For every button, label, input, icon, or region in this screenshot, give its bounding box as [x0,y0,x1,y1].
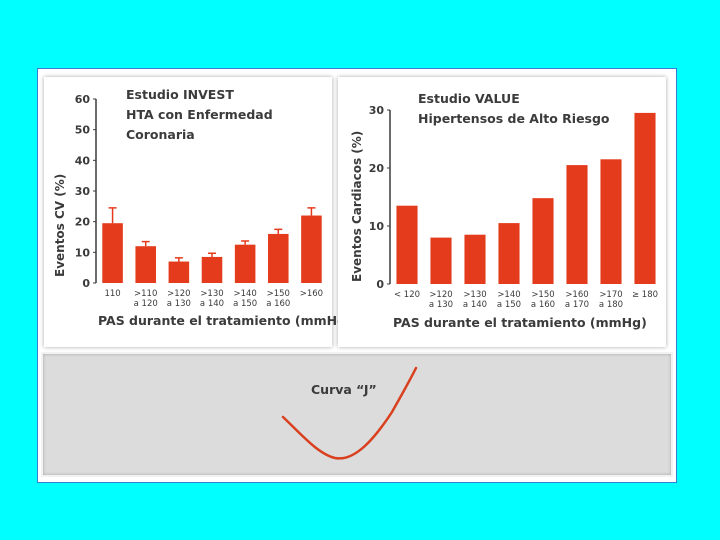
invest-y-tick-label: 0 [82,277,90,290]
value-category-label: >170 [599,290,622,300]
value-x-axis-label: PAS durante el tratamiento (mmHg) [393,315,647,330]
value-chart-title: Estudio VALUE Hipertensos de Alto Riesgo [418,89,610,129]
slide-frame: 0 10 20 30 40 50 60 110 >110 a 120 >120 a 130 >130 a … [37,68,677,483]
value-bar [634,112,656,285]
value-bar [600,159,622,284]
invest-y-tick-label: 10 [75,246,91,259]
value-bar [566,165,588,284]
invest-category-label: a 150 [233,299,257,309]
invest-y-tick-label: 60 [75,93,91,106]
j-curve-line [281,366,418,460]
curve-label: Curva “J” [311,382,377,397]
invest-category-label: a 140 [200,299,224,309]
invest-category-label: >150 [267,289,290,299]
value-category-label: a 170 [565,300,589,310]
value-category-label: >130 [463,290,486,300]
invest-chart-title: Estudio INVEST HTA con Enfermedad Corona… [126,85,332,145]
invest-bar [168,261,190,283]
invest-category-label: >130 [200,289,223,299]
value-y-tick-label: 10 [369,220,385,233]
invest-y-tick-label: 50 [75,124,91,137]
value-category-label: >140 [497,290,520,300]
value-category-label: < 120 [394,290,420,300]
value-bar [464,234,486,284]
value-title: Estudio VALUE [418,91,520,106]
value-category-label: a 180 [599,300,623,310]
value-category-label: >160 [565,290,588,300]
invest-category-label: 110 [104,289,120,299]
curve-panel: Curva “J” [41,352,673,477]
value-category-label: a 160 [531,300,555,310]
invest-y-tick-label: 40 [75,154,91,167]
invest-chart-panel: 0 10 20 30 40 50 60 110 >110 a 120 >120 a 130 >130 a … [44,77,352,347]
invest-bar [102,223,123,283]
invest-category-label: a 130 [167,299,191,309]
value-bar [532,198,554,284]
invest-category-label: >120 [167,289,190,299]
invest-x-axis-label: PAS durante el tratamiento (mmHg) [98,313,352,328]
value-y-axis-label: Eventos Cardiacos (%) [350,130,364,282]
value-category-label: ≥ 180 [632,290,658,300]
invest-bar [201,256,223,283]
invest-y-tick-label: 20 [75,216,91,229]
invest-category-label: >160 [300,289,323,299]
invest-category-label: a 160 [266,299,290,309]
invest-category-label: >140 [233,289,256,299]
value-y-tick-label: 20 [369,162,385,175]
invest-y-tick-label: 30 [75,185,91,198]
invest-y-axis-label: Eventos CV (%) [53,173,67,277]
invest-category-label: >110 [134,289,157,299]
value-bar [396,205,418,284]
invest-bar [268,233,289,283]
value-bar [430,237,452,284]
value-y-tick-label: 0 [376,278,384,291]
invest-subtitle: HTA con Enfermedad Coronaria [126,107,273,142]
value-category-label: >120 [429,290,452,300]
value-category-label: a 140 [463,300,487,310]
j-curve-illustration [281,366,418,460]
invest-category-label: a 120 [134,299,158,309]
invest-bar [301,215,322,283]
value-category-label: a 130 [429,300,453,310]
value-chart-panel: 0 10 20 30 < 120 >120 a 130 >130 a 140 >140 a 150 >… [338,77,666,347]
value-category-label: a 150 [497,300,521,310]
invest-bar [234,244,256,283]
value-category-label: >150 [531,290,554,300]
value-y-tick-label: 30 [369,104,385,117]
invest-title: Estudio INVEST [126,87,234,102]
value-bar [498,223,520,284]
value-subtitle: Hipertensos de Alto Riesgo [418,111,610,126]
invest-bar [135,246,156,283]
